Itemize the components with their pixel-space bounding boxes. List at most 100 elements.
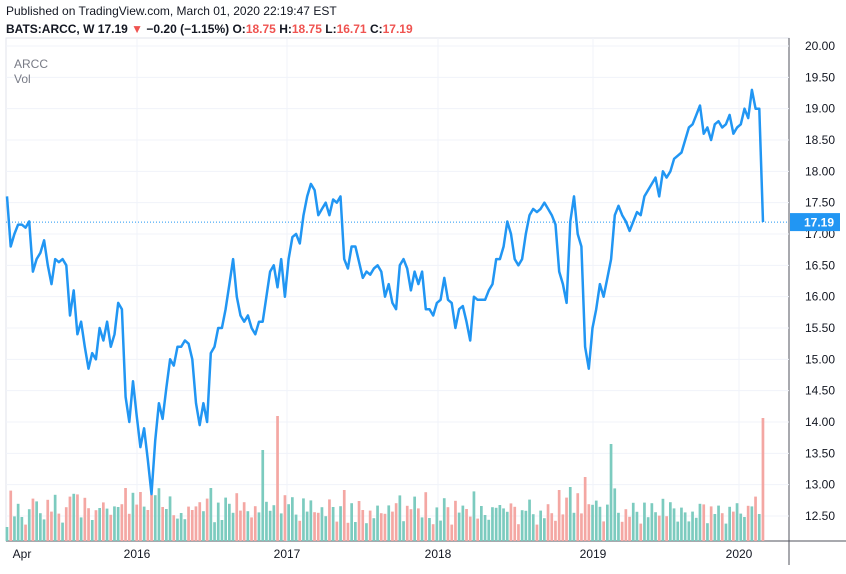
volume-bar [613, 488, 617, 541]
volume-bar [598, 506, 602, 541]
volume-bar [476, 518, 479, 541]
y-tick-label: 18.50 [805, 133, 835, 147]
volume-bar [153, 495, 157, 541]
volume-bar [165, 509, 168, 541]
volume-bar [313, 512, 316, 541]
volume-bar [665, 516, 668, 541]
volume-bar [624, 509, 628, 541]
volume-bar [331, 507, 335, 541]
low-value: 16.71 [336, 22, 367, 36]
volume-bar [646, 517, 650, 541]
volume-bar [283, 495, 287, 541]
volume-bar [339, 506, 342, 541]
volume-bar [398, 495, 402, 541]
volume-bar [335, 521, 339, 541]
volume-bar [580, 513, 583, 541]
volume-bar [146, 510, 150, 541]
x-tick-label: Apr [13, 547, 32, 561]
volume-bar [376, 505, 379, 541]
high-label: H: [279, 22, 292, 36]
open-label: O: [232, 22, 246, 36]
volume-bar [402, 521, 405, 541]
volume-bar [746, 505, 750, 541]
high-value: 18.75 [291, 22, 322, 36]
legend-symbol[interactable]: ARCC [14, 57, 49, 71]
volume-bar [135, 504, 139, 541]
volume-bar [379, 513, 383, 541]
volume-bar [639, 523, 643, 541]
x-tick-label: 2020 [726, 547, 753, 561]
volume-bar [431, 524, 435, 541]
symbol-label[interactable]: BATS:ARCC, W [6, 22, 95, 36]
volume-bar [520, 510, 524, 541]
volume-bar [176, 518, 179, 541]
volume-bar [465, 509, 468, 541]
legend-volume[interactable]: Vol [14, 72, 31, 86]
volume-bar [394, 503, 398, 541]
volume-bar [324, 516, 328, 541]
volume-bar [628, 516, 631, 541]
volume-bar [291, 497, 294, 541]
volume-bar [717, 505, 720, 541]
volume-bar [183, 519, 187, 541]
volume-bar [298, 520, 302, 541]
volume-bar [53, 494, 57, 541]
volume-bar [98, 508, 101, 541]
volume-bar [609, 444, 613, 541]
volume-bar [450, 524, 454, 541]
volume-bar [583, 477, 587, 541]
volume-bar [691, 511, 694, 541]
volume-bar [483, 515, 487, 541]
last-price-label-bg [790, 213, 840, 232]
volume-bar [320, 507, 324, 541]
volume-bar [591, 504, 594, 541]
volume-bar [224, 497, 227, 541]
volume-bar [617, 512, 620, 541]
y-tick-label: 19.50 [805, 70, 835, 84]
volume-bar [602, 521, 605, 541]
volume-bar [361, 510, 365, 541]
volume-bar [461, 505, 465, 541]
volume-bar [442, 498, 446, 541]
time-axis[interactable]: Apr 2016 2017 2018 2019 2020 [13, 547, 753, 561]
volume-bar [620, 521, 624, 541]
volume-bar [750, 506, 754, 541]
price-axis[interactable]: 20.0019.5019.0018.5018.0017.5017.0016.50… [805, 39, 835, 523]
volume-bar [83, 497, 87, 541]
volume-bar [105, 508, 109, 541]
volume-bar [572, 512, 576, 541]
volume-bar [576, 493, 580, 541]
volume-bar [235, 493, 239, 541]
volume-bar [724, 523, 728, 541]
volume-bar [342, 490, 346, 541]
volume-bar [13, 516, 16, 541]
volume-bar [72, 493, 76, 541]
y-tick-label: 15.50 [805, 321, 835, 335]
volume-bar [676, 521, 680, 541]
volume-bar [587, 504, 591, 541]
volume-bar [39, 513, 42, 541]
volume-bar [64, 507, 68, 541]
volume-bar [513, 506, 517, 541]
volume-bar [109, 514, 113, 541]
volume-bar [257, 512, 261, 541]
y-tick-label: 19.00 [805, 102, 835, 116]
volume-bar [68, 496, 72, 541]
x-tick-label: 2018 [425, 547, 452, 561]
last-price: 17.19 [97, 22, 128, 36]
volume-bar [706, 523, 709, 541]
volume-bar [468, 516, 472, 541]
volume-bar [20, 517, 24, 541]
volume-bar [94, 510, 98, 541]
y-tick-label: 13.00 [805, 478, 835, 492]
volume-bar [57, 513, 61, 541]
volume-bar [250, 517, 253, 541]
y-tick-label: 15.00 [805, 352, 835, 366]
volume-bar [491, 507, 494, 541]
x-tick-label: 2016 [124, 547, 151, 561]
volume-bar [242, 502, 246, 541]
volume-bar [246, 511, 250, 541]
volume-bar [480, 506, 483, 541]
volume-bar [139, 492, 142, 541]
